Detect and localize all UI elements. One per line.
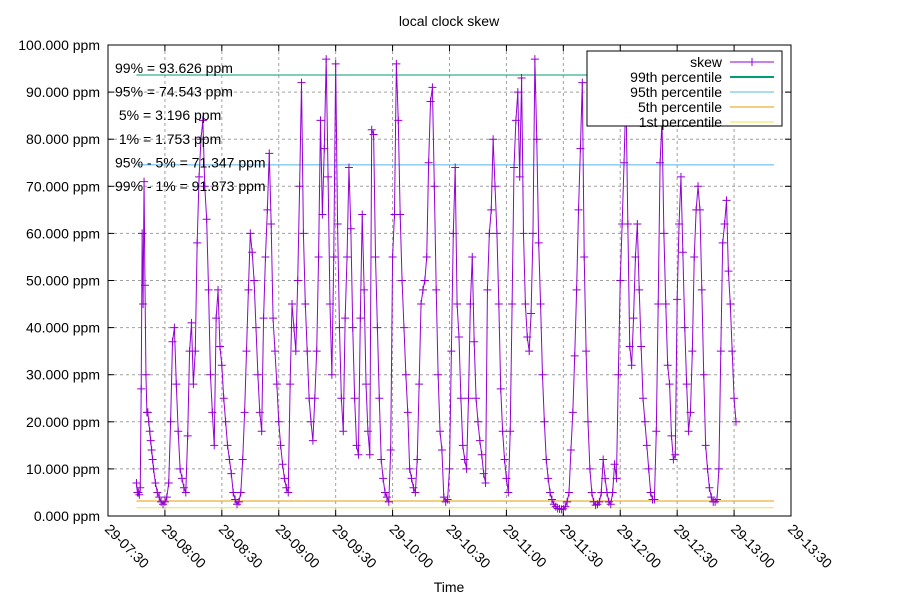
y-tick-label: 50.000 ppm	[26, 273, 100, 289]
legend-label: 5th percentile	[638, 99, 722, 115]
y-tick-label: 10.000 ppm	[26, 461, 100, 477]
x-tick-label: 29-09:30	[330, 521, 381, 572]
y-tick-label: 30.000 ppm	[26, 367, 100, 383]
percentile-annotation: 5% = 3.196 ppm	[115, 107, 221, 123]
y-tick-label: 60.000 ppm	[26, 225, 100, 241]
legend-label: 95th percentile	[630, 84, 722, 100]
x-tick-label: 29-07:30	[102, 521, 153, 572]
y-tick-label: 0.000 ppm	[34, 508, 100, 524]
x-tick-label: 29-13:30	[785, 521, 836, 572]
x-tick-label: 29-12:30	[671, 521, 722, 572]
percentile-lines	[136, 74, 774, 509]
x-tick-label: 29-08:30	[216, 521, 267, 572]
x-tick-label: 29-08:00	[159, 521, 210, 572]
y-tick-label: 20.000 ppm	[26, 414, 100, 430]
y-tick-label: 100.000 ppm	[18, 37, 100, 53]
plot-border	[107, 44, 792, 517]
percentile-annotation: 95% - 5% = 71.347 ppm	[115, 154, 266, 170]
x-tick-label: 29-11:30	[557, 521, 607, 571]
x-tick-label: 29-12:00	[614, 521, 665, 572]
percentile-annotation: 1% = 1.753 ppm	[115, 131, 221, 147]
percentile-annotation: 99% = 93.626 ppm	[115, 60, 233, 76]
x-tick-label: 29-13:00	[728, 521, 779, 572]
legend-label: 99th percentile	[630, 69, 722, 85]
x-tick-label: 29-09:00	[273, 521, 324, 572]
x-tick-label: 29-11:00	[500, 521, 550, 571]
y-tick-label: 80.000 ppm	[26, 131, 100, 147]
skew-series	[132, 55, 740, 514]
y-tick-label: 70.000 ppm	[26, 178, 100, 194]
percentile-annotations: 99% = 93.626 ppm 95% = 74.543 ppm 5% = 3.…	[115, 60, 266, 194]
legend-label: 1st percentile	[639, 114, 722, 130]
percentile-annotation: 95% = 74.543 ppm	[115, 84, 233, 100]
x-axis-label: Time	[434, 579, 465, 595]
x-tick-label: 29-10:30	[443, 521, 494, 572]
chart-title: local clock skew	[399, 13, 500, 29]
percentile-annotation: 99% - 1% = 91.873 ppm	[115, 178, 266, 194]
legend-label: skew	[690, 54, 723, 70]
y-tick-label: 90.000 ppm	[26, 84, 100, 100]
legend-box	[586, 50, 783, 127]
x-tick-label: 29-10:00	[386, 521, 437, 572]
y-tick-label: 40.000 ppm	[26, 320, 100, 336]
y-axis-ticks: 0.000 ppm 10.000 ppm 20.000 ppm 30.000 ppm 4…	[18, 37, 791, 524]
